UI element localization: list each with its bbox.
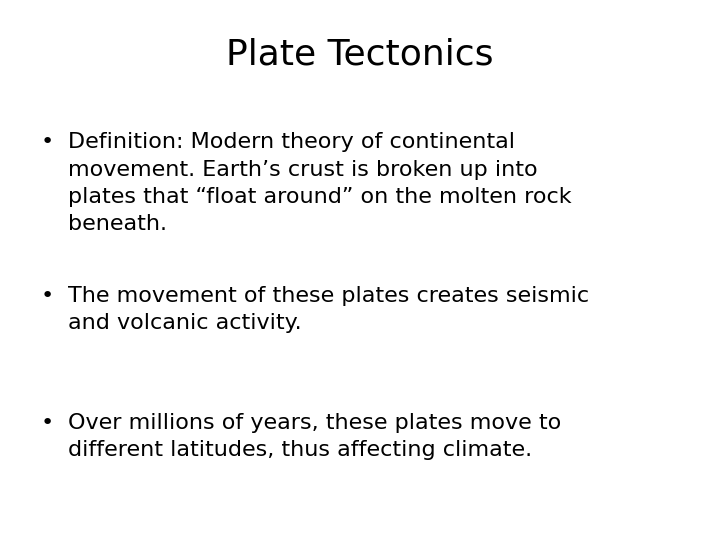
Text: Definition: Modern theory of continental
movement. Earth’s crust is broken up in: Definition: Modern theory of continental…: [68, 132, 572, 234]
Text: Plate Tectonics: Plate Tectonics: [226, 38, 494, 72]
Text: •: •: [40, 286, 53, 306]
Text: Over millions of years, these plates move to
different latitudes, thus affecting: Over millions of years, these plates mov…: [68, 413, 562, 460]
Text: •: •: [40, 132, 53, 152]
Text: •: •: [40, 413, 53, 433]
Text: The movement of these plates creates seismic
and volcanic activity.: The movement of these plates creates sei…: [68, 286, 590, 333]
